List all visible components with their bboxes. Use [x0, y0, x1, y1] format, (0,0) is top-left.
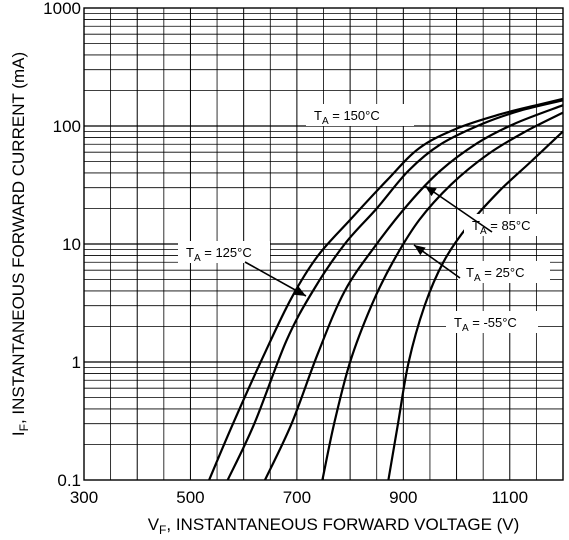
annotation-bg-0	[306, 104, 414, 126]
y-tick-label: 1000	[43, 0, 81, 18]
arrow-line-1	[424, 185, 493, 233]
x-tick-labels: 300 500 700 900 1100	[70, 488, 528, 507]
x-axis-label-rest: , INSTANTANEOUS FORWARD VOLTAGE (V)	[166, 515, 519, 534]
series-line-0	[208, 97, 564, 481]
annotations: TA = 150°C TA = 125°C TA = 85°C TA = 25°C TA…	[178, 104, 556, 334]
annotation-label-2: TA = 85°C	[472, 218, 531, 237]
annotation-label-4: TA = -55°C	[454, 315, 517, 334]
x-axis-label-sub: F	[159, 523, 166, 537]
y-tick-label: 1	[72, 353, 81, 372]
annotation-label-1: TA = 125°C	[186, 245, 252, 264]
y-tick-label: 0.1	[57, 471, 81, 490]
series-line-4	[387, 130, 564, 481]
y-axis-label-sub: F	[17, 424, 31, 431]
y-axis-label-rest: , INSTANTANEOUS FORWARD CURRENT (mA)	[9, 52, 28, 424]
series-line-1	[226, 99, 564, 481]
x-tick-label: 500	[176, 488, 204, 507]
annotation-bg-3	[458, 261, 550, 283]
arrowhead-0	[294, 286, 306, 296]
x-tick-label: 300	[70, 488, 98, 507]
annotation-bg-2	[464, 214, 556, 236]
x-axis-label: VF, INSTANTANEOUS FORWARD VOLTAGE (V)	[148, 515, 520, 537]
x-tick-label: 1100	[491, 488, 528, 507]
annotation-bg-4	[446, 311, 538, 333]
annotation-label-0: TA = 150°C	[314, 108, 380, 127]
y-axis-label-main: I	[9, 431, 28, 436]
series-line-3	[321, 111, 564, 481]
arrows	[244, 185, 493, 297]
curves	[208, 97, 564, 481]
grid	[84, 8, 563, 480]
arrowhead-2	[414, 245, 426, 256]
x-tick-label: 700	[283, 488, 311, 507]
y-tick-label: 10	[62, 235, 81, 254]
x-tick-label: 900	[389, 488, 417, 507]
y-tick-label: 100	[53, 117, 81, 136]
x-axis-label-main: V	[148, 515, 160, 534]
y-tick-labels: 0.1 1 10 100 1000	[43, 0, 81, 490]
annotation-bg-1	[178, 241, 270, 263]
arrow-line-0	[244, 261, 307, 297]
series-line-2	[264, 104, 564, 481]
y-axis-label: IF, INSTANTANEOUS FORWARD CURRENT (mA)	[9, 52, 31, 436]
annotation-label-3: TA = 25°C	[466, 265, 525, 284]
arrowhead-1	[425, 186, 437, 197]
